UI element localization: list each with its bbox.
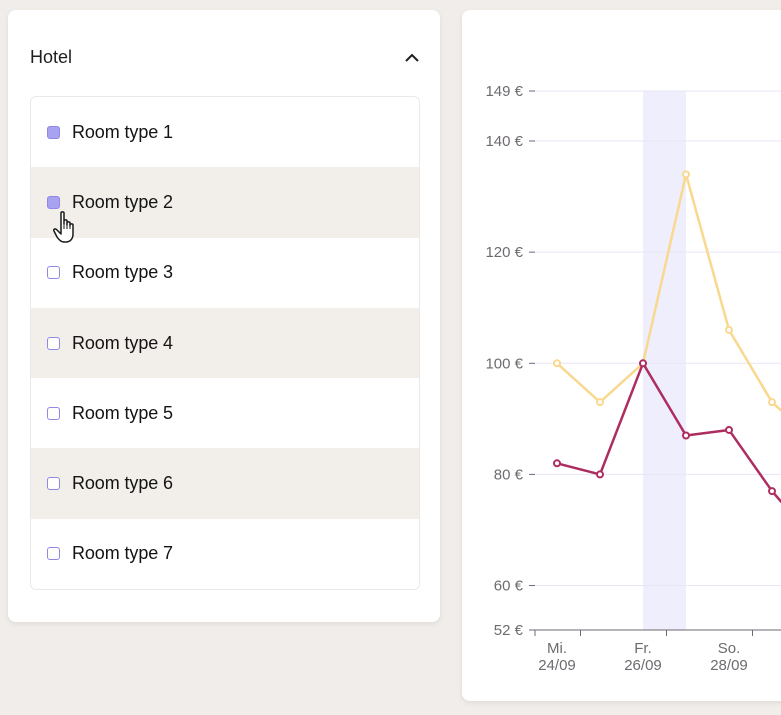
list-item[interactable]: Room type 3 (31, 238, 419, 308)
series-point-1 (553, 359, 561, 368)
room-type-label: Room type 7 (72, 543, 173, 564)
list-item[interactable]: Room type 4 (31, 307, 419, 379)
y-tick-label: 60 € (494, 578, 524, 595)
room-type-list: Room type 1 Room type 2 Room type 3 Room… (30, 96, 420, 590)
price-line-chart: 149 € 140 € 120 € 100 € 80 € 60 € 52 € Mi.24/09… (485, 83, 781, 674)
list-item[interactable]: Room type 5 (31, 378, 419, 448)
checkbox[interactable] (47, 406, 60, 420)
series-point-1 (768, 398, 776, 407)
x-tick-day-label: Mi. (547, 640, 567, 657)
panel-title: Hotel (30, 46, 73, 67)
x-tick-day-label: So. (718, 640, 741, 657)
room-type-label: Room type 1 (72, 121, 173, 142)
list-item[interactable]: Room type 1 (31, 97, 419, 167)
checkbox[interactable] (47, 477, 60, 491)
price-chart-card: 149 € 140 € 120 € 100 € 80 € 60 € 52 € Mi. 24/09… (462, 10, 781, 701)
checkbox[interactable] (47, 547, 60, 561)
list-item[interactable]: Room type 6 (31, 448, 419, 519)
x-tick-date-label: 26/09 (624, 657, 662, 674)
room-type-label: Room type 5 (72, 402, 173, 423)
room-type-label: Room type 3 (72, 262, 173, 283)
checkbox[interactable] (47, 195, 60, 209)
list-item[interactable]: Room type 7 (31, 519, 419, 589)
checkbox[interactable] (47, 336, 60, 350)
series-point-1 (725, 325, 733, 334)
checkbox[interactable] (47, 125, 60, 139)
series-point-2 (725, 425, 733, 434)
highlight-band (643, 91, 686, 630)
room-type-label: Room type 2 (72, 191, 173, 212)
y-tick-label: 140 € (485, 133, 523, 150)
hotel-filter-panel: Hotel Room type 1 Room type 2 Room type … (8, 10, 440, 622)
y-tick-label: 52 € (494, 622, 524, 639)
series-point-2 (553, 459, 561, 468)
room-type-label: Room type 4 (72, 332, 173, 353)
x-tick-date-label: 24/09 (538, 657, 576, 674)
y-tick-label: 149 € (485, 83, 523, 100)
x-tick-day-label: Fr. (634, 640, 652, 657)
series-point-2 (682, 431, 690, 440)
hotel-filter-header[interactable]: Hotel (30, 42, 420, 72)
list-item[interactable]: Room type 2 (31, 167, 419, 238)
room-type-label: Room type 6 (72, 473, 173, 494)
series-point-2 (639, 359, 647, 368)
checkbox[interactable] (47, 266, 60, 280)
y-tick-label: 80 € (494, 466, 524, 483)
y-tick-label: 100 € (485, 355, 523, 372)
y-tick-label: 120 € (485, 244, 523, 261)
series-point-1 (682, 170, 690, 179)
x-tick-date-label: 28/09 (710, 657, 748, 674)
series-point-2 (596, 470, 604, 479)
chevron-up-icon[interactable] (404, 49, 420, 65)
series-point-1 (596, 398, 604, 407)
series-point-2 (768, 487, 776, 496)
